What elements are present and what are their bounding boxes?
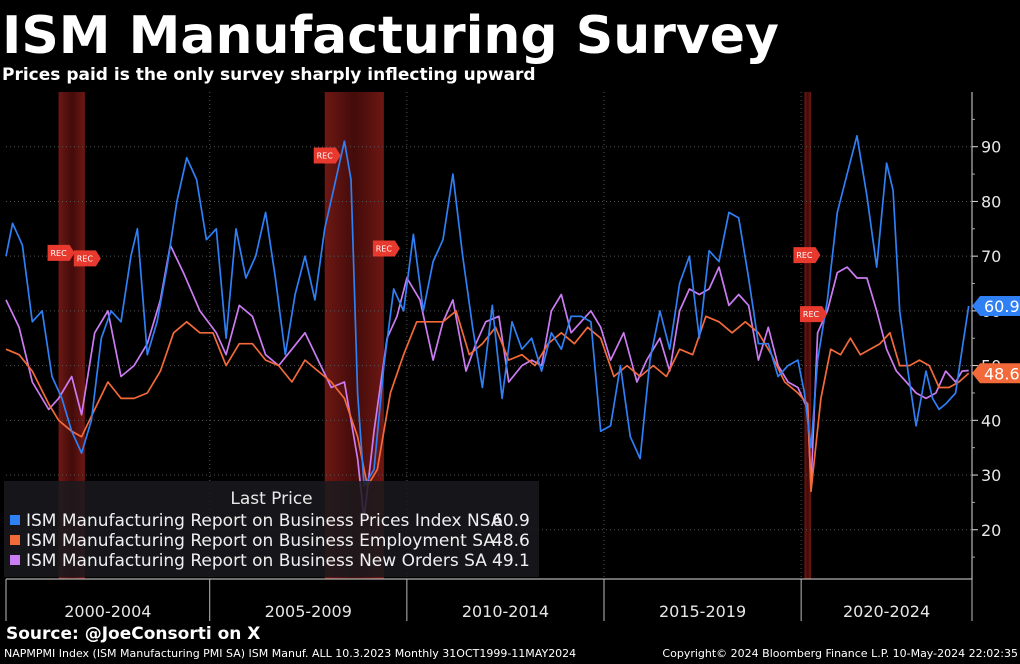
last-price-badge-label-1: 48.6	[984, 364, 1020, 383]
y-tick-label-70: 70	[981, 247, 1001, 266]
chart-title: ISM Manufacturing Survey	[2, 6, 779, 66]
last-price-badge-0: 60.9	[972, 295, 1020, 316]
recession-tag-shape-3	[372, 240, 400, 257]
legend-swatch-new-orders	[10, 555, 20, 565]
last-price-badge-label-0: 60.9	[984, 297, 1020, 316]
chart-subtitle: Prices paid is the only survey sharply i…	[2, 65, 536, 85]
recession-tag-shape-4	[793, 247, 821, 264]
legend-row-new-orders: ISM Manufacturing Report on Business New…	[10, 551, 530, 571]
footer-left: NAPMPMI Index (ISM Manufacturing PMI SA)…	[4, 647, 577, 660]
recession-tag-shape-2	[313, 147, 341, 164]
legend-header: Last Price	[230, 489, 313, 509]
last-price-badges: 60.9 48.6	[972, 295, 1020, 384]
y-tick-label-20: 20	[981, 521, 1001, 540]
recession-tag-label-3: REC	[376, 244, 393, 253]
x-period-label-2: 2010-2014	[462, 602, 549, 621]
chart-series	[5, 134, 970, 520]
x-axis: 2000-2004 2005-2009 2010-2014 2015-2019 2020…	[5, 578, 973, 621]
y-tick-label-40: 40	[981, 411, 1001, 430]
y-tick-label-30: 30	[981, 466, 1001, 485]
source-credit: Source: @JoeConsorti on X	[6, 624, 261, 644]
legend: Last Price ISM Manufacturing Report on B…	[4, 481, 539, 577]
legend-row-employment: ISM Manufacturing Report on Business Emp…	[10, 531, 530, 551]
recession-tag-label-1: REC	[77, 254, 94, 263]
recession-tag-label-4: REC	[796, 251, 813, 260]
recession-tag-shape-5	[800, 306, 827, 323]
last-price-badge-shape-0	[972, 295, 1020, 316]
recession-tag-3: REC	[372, 240, 400, 257]
recession-tag-5: REC	[800, 306, 827, 323]
recession-tag-label-0: REC	[50, 249, 67, 258]
last-price-badge-1: 48.6	[972, 363, 1020, 384]
legend-swatch-employment	[10, 535, 20, 545]
recession-tag-4: REC	[793, 247, 821, 264]
recession-tag-1: REC	[73, 250, 101, 267]
legend-swatch-prices	[10, 515, 20, 525]
series-line-1	[5, 310, 970, 493]
recession-tag-label-2: REC	[317, 151, 334, 160]
x-period-label-3: 2015-2019	[659, 602, 746, 621]
recession-tag-label-5: REC	[803, 310, 820, 319]
legend-value-prices: 60.9	[492, 511, 530, 531]
recession-tag-0: REC	[47, 244, 75, 261]
y-axis: 2030405060708090	[971, 92, 1001, 579]
legend-label-new-orders: ISM Manufacturing Report on Business New…	[26, 551, 487, 571]
legend-value-employment: 48.6	[492, 531, 530, 551]
legend-value-new-orders: 49.1	[492, 551, 530, 571]
footer-right: Copyright© 2024 Bloomberg Finance L.P. 1…	[662, 647, 1018, 660]
legend-label-employment: ISM Manufacturing Report on Business Emp…	[26, 531, 495, 551]
last-price-badge-shape-1	[972, 363, 1020, 384]
legend-row-prices: ISM Manufacturing Report on Business Pri…	[10, 511, 530, 531]
recession-labels: REC REC REC REC REC REC	[47, 147, 827, 323]
legend-label-prices: ISM Manufacturing Report on Business Pri…	[26, 511, 503, 531]
y-tick-label-90: 90	[981, 138, 1001, 157]
series-line-0	[5, 134, 970, 487]
recession-tag-shape-0	[47, 244, 75, 261]
footer: NAPMPMI Index (ISM Manufacturing PMI SA)…	[4, 647, 1018, 660]
x-period-label-0: 2000-2004	[64, 602, 151, 621]
recession-tag-2: REC	[313, 147, 341, 164]
recession-tag-shape-1	[73, 250, 101, 267]
x-period-label-4: 2020-2024	[843, 602, 930, 621]
series-line-2	[5, 244, 969, 520]
y-tick-label-80: 80	[981, 192, 1001, 211]
x-period-label-1: 2005-2009	[265, 602, 352, 621]
recession-band-2	[804, 92, 811, 579]
